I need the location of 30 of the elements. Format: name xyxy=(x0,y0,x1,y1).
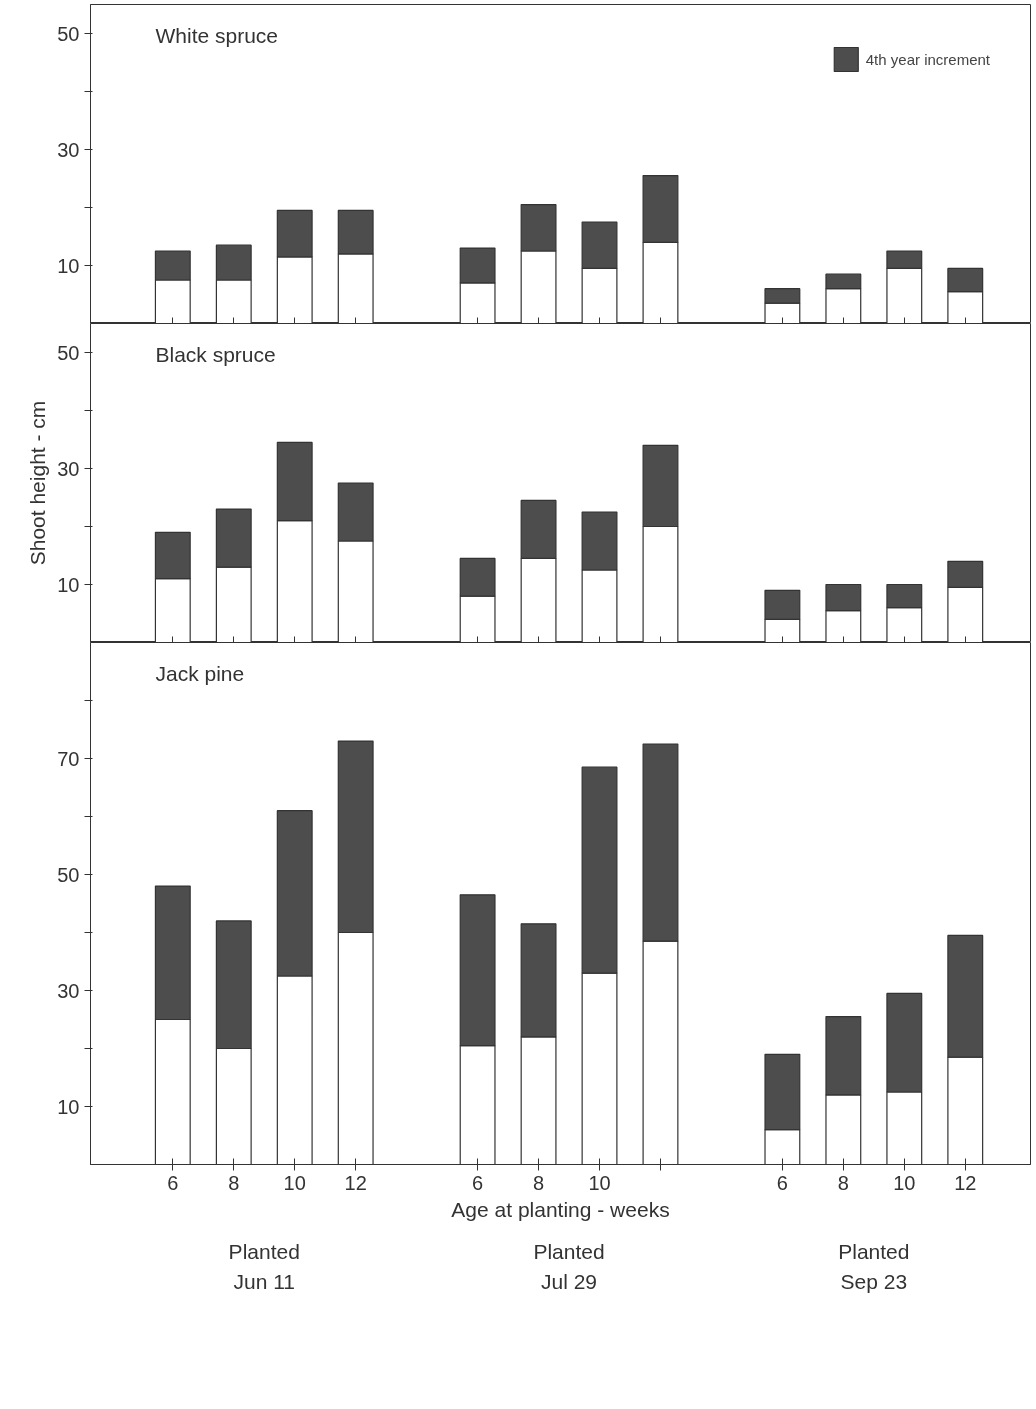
x-axis-title: Age at planting - weeks xyxy=(451,1197,670,1221)
text: Planted Jul 29 xyxy=(533,1239,605,1293)
y-tick-label: 70 xyxy=(57,747,80,770)
y-tick-label: 50 xyxy=(57,22,80,45)
y-axis-title: Shoot height - cm xyxy=(26,400,50,566)
x-tick-label: 8 xyxy=(228,1171,240,1194)
text: Planted Sep 23 xyxy=(838,1239,910,1293)
text: Planted Jun 11 xyxy=(228,1239,300,1293)
x-tick-label: 8 xyxy=(837,1171,849,1194)
x-tick-label: 8 xyxy=(532,1171,545,1194)
x-tick-label: 10 xyxy=(588,1171,611,1194)
text: Jack pine xyxy=(155,661,245,685)
y-tick-label: 30 xyxy=(57,457,80,480)
x-tick-label: 6 xyxy=(776,1171,788,1194)
y-tick-label: 50 xyxy=(57,341,80,364)
y-tick-label: 10 xyxy=(57,573,80,596)
x-tick-label: 10 xyxy=(283,1171,306,1194)
text: Black spruce xyxy=(155,342,276,366)
legend-label: 4th year increment xyxy=(865,50,990,68)
x-tick-label: 12 xyxy=(344,1171,367,1194)
x-tick-label: 6 xyxy=(472,1171,484,1194)
y-tick-label: 30 xyxy=(57,979,80,1002)
y-tick-label: 10 xyxy=(57,1095,80,1118)
y-tick-label: 10 xyxy=(57,254,80,277)
x-tick-label: 6 xyxy=(167,1171,179,1194)
x-tick-label: 10 xyxy=(893,1171,916,1194)
x-tick-label: 12 xyxy=(954,1171,977,1194)
text: White spruce xyxy=(155,23,279,47)
y-tick-label: 30 xyxy=(57,138,80,161)
y-tick-label: 50 xyxy=(57,863,80,886)
